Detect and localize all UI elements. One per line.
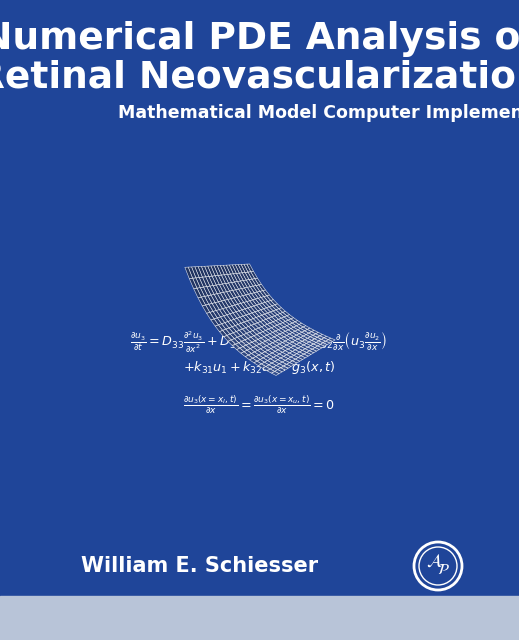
Text: $+k_{31}u_1 + k_{32}u_2 + g_3(x,t)$: $+k_{31}u_1 + k_{32}u_2 + g_3(x,t)$ — [183, 360, 335, 376]
Text: Retinal Neovascularization: Retinal Neovascularization — [0, 59, 519, 95]
Text: William E. Schiesser: William E. Schiesser — [81, 556, 319, 576]
Bar — [0, 596, 519, 640]
Text: $\frac{\partial u_3}{\partial t} = D_{33}\frac{\partial^2 u_3}{\partial x^2} + D: $\frac{\partial u_3}{\partial t} = D_{33… — [130, 330, 388, 355]
Text: Mathematical Model Computer Implementation in R: Mathematical Model Computer Implementati… — [118, 104, 519, 122]
Text: Numerical PDE Analysis of: Numerical PDE Analysis of — [0, 21, 519, 57]
Text: $\mathcal{P}$: $\mathcal{P}$ — [436, 563, 449, 577]
Text: $\frac{\partial u_3(x=x_l,t)}{\partial x} = \frac{\partial u_3(x=x_u,t)}{\partia: $\frac{\partial u_3(x=x_l,t)}{\partial x… — [183, 394, 335, 417]
Text: $\mathcal{A}$: $\mathcal{A}$ — [426, 552, 442, 570]
